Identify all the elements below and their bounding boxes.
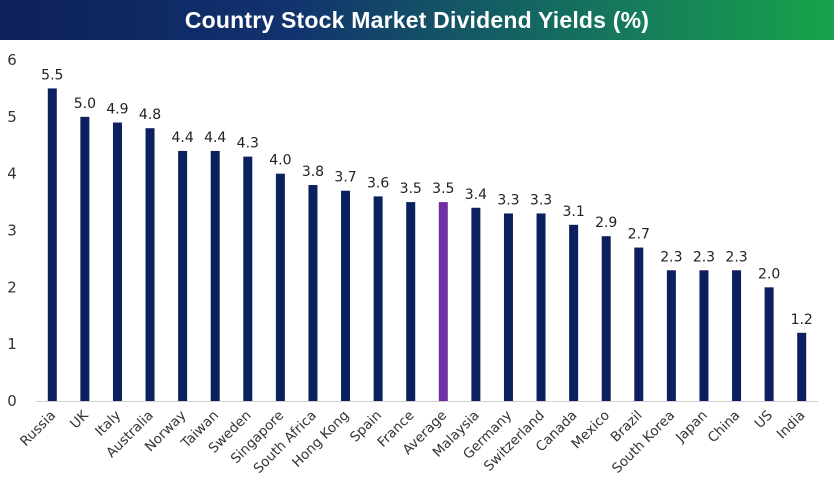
data-label: 2.3 [660,249,682,265]
bar-taiwan [210,150,220,401]
bar-mexico [601,236,611,401]
data-label: 3.1 [562,204,584,220]
data-label: 4.8 [139,107,161,123]
bar-south-korea [666,270,676,401]
bar-norway [178,150,188,401]
bar-india [797,332,807,401]
bar-uk [80,116,90,401]
bar-singapore [275,173,285,401]
bar-canada [569,224,579,401]
bar-germany [503,213,513,401]
x-tick-label: India [774,408,809,443]
y-tick-label: 3 [7,222,17,240]
data-label: 5.0 [74,96,96,112]
y-tick-label: 1 [7,335,17,353]
axis-layer: 0 1 2 3 4 5 6 [7,51,818,410]
x-tick-label: Russia [17,408,59,450]
bar-switzerland [536,213,546,401]
y-tick-label: 4 [7,165,17,183]
data-label-layer: 5.5 5.0 4.9 4.8 4.4 4.4 4.3 4.0 3.8 3.7 3.6 3.5 3.5 3… [41,67,813,327]
y-tick-label: 6 [7,51,17,69]
bar-italy [112,122,122,402]
data-label: 3.8 [302,164,324,180]
bar-brazil [634,247,644,401]
bar-chart: 0 1 2 3 4 5 6 5.5 5.0 4.9 4.8 4.4 4.4 4.3 4.0 3.8 3.7 3.… [7,51,818,477]
data-label: 2.3 [725,249,747,265]
bar-japan [699,270,709,401]
data-label: 2.3 [693,249,715,265]
data-label: 3.7 [334,170,356,186]
data-label: 2.7 [628,227,650,243]
data-label: 3.6 [367,175,389,191]
x-tick-label: China [705,408,744,447]
bar-south-africa [308,185,318,401]
data-label: 4.4 [171,130,193,146]
x-tick-label: UK [67,407,92,432]
bar-france [406,202,416,401]
bar-us [764,287,774,401]
x-tick-label: Japan [672,408,711,447]
bar-layer [47,88,807,402]
y-tick-label: 2 [7,278,17,296]
bar-australia [145,128,155,401]
data-label: 3.5 [432,181,454,197]
bar-hong-kong [341,190,351,401]
data-label: 3.3 [497,192,519,208]
chart-title-bar: Country Stock Market Dividend Yields (%) [0,0,834,40]
data-label: 3.5 [400,181,422,197]
data-label: 1.2 [791,312,813,328]
data-label: 4.9 [106,102,128,118]
data-label: 2.0 [758,266,780,282]
data-label: 3.3 [530,192,552,208]
chart-title: Country Stock Market Dividend Yields (%) [184,6,650,33]
data-label: 5.5 [41,67,63,83]
bar-sweden [243,156,253,401]
bar-malaysia [471,207,481,401]
bar-average [438,202,448,401]
y-tick-label: 0 [7,392,17,410]
bar-russia [47,88,57,401]
y-tick-label: 5 [7,108,17,126]
data-label: 4.4 [204,130,226,146]
x-tick-label-layer: Russia UK ItalyAustraliaNorwayTaiwanSweden… [17,407,808,477]
data-label: 4.3 [237,136,259,152]
bar-spain [373,196,383,401]
bar-china [732,270,742,401]
x-tick-label: US [752,408,776,432]
data-label: 4.0 [269,153,291,169]
data-label: 2.9 [595,215,617,231]
data-label: 3.4 [465,187,487,203]
